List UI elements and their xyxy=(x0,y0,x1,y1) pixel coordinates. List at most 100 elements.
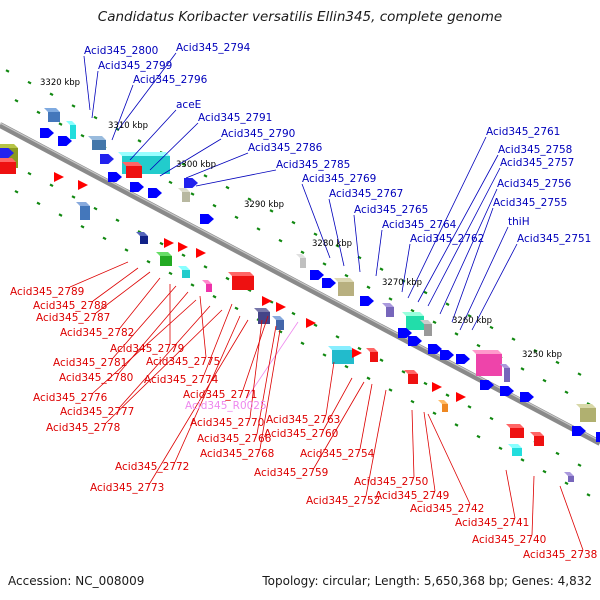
reverse-gene-label: Acid345_2777 xyxy=(60,406,134,418)
guide-dash xyxy=(520,458,525,462)
gene-triangle xyxy=(352,348,362,358)
reverse-leader-line xyxy=(199,295,207,358)
gene-arrow xyxy=(408,336,422,346)
guide-dash xyxy=(190,192,195,196)
genome-summary-text: Topology: circular; Length: 5,650,368 bp… xyxy=(262,574,592,588)
accession-text: Accession: NC_008009 xyxy=(8,574,145,588)
reverse-leader-line xyxy=(92,267,139,302)
forward-leader-line xyxy=(407,136,487,299)
forward-gene-label: Acid345_2751 xyxy=(517,233,591,245)
reverse-leader-line xyxy=(559,485,584,551)
guide-dash xyxy=(80,133,85,138)
gene-arrow xyxy=(572,426,586,436)
reverse-gene-label: Acid345_2782 xyxy=(60,327,134,339)
forward-gene-label: Acid345_2786 xyxy=(248,142,323,154)
guide-dash xyxy=(256,227,261,231)
reverse-gene-label: Acid345_2741 xyxy=(455,517,529,529)
gene-block xyxy=(76,202,90,220)
reverse-gene-label: Acid345_2781 xyxy=(53,357,127,369)
forward-gene-label: aceE xyxy=(176,99,201,111)
guide-dash xyxy=(313,232,318,236)
scale-tick-label: 3280 kbp xyxy=(312,239,352,249)
gene-block xyxy=(228,272,254,290)
forward-leader-line xyxy=(439,188,498,315)
reverse-leader-line xyxy=(149,319,249,484)
scale-tick-label: 3290 kbp xyxy=(244,200,284,210)
guide-dash xyxy=(146,259,151,264)
gene-arrow xyxy=(130,182,144,192)
reverse-gene-label: Acid345_2759 xyxy=(254,467,328,479)
reverse-leader-line xyxy=(69,261,129,288)
forward-gene-label: Acid345_2799 xyxy=(98,60,172,72)
gene-triangle xyxy=(78,180,88,190)
guide-dash xyxy=(423,290,428,295)
reverse-leader-line xyxy=(174,315,241,463)
forward-leader-line xyxy=(375,229,383,277)
guide-dash xyxy=(234,306,239,311)
guide-dash xyxy=(58,122,63,126)
forward-gene-label: Acid345_2791 xyxy=(198,112,272,124)
reverse-leader-line xyxy=(119,305,211,408)
gene-arrow xyxy=(596,432,600,442)
gene-triangle xyxy=(306,318,316,328)
guide-dash xyxy=(335,335,340,339)
guide-dash xyxy=(5,69,10,73)
label-leader-lines xyxy=(69,52,584,551)
forward-leader-line xyxy=(427,167,501,307)
guide-dash xyxy=(93,206,98,211)
guide-dash xyxy=(300,250,305,255)
guide-dash xyxy=(137,139,142,143)
gene-arrow xyxy=(108,172,122,182)
gene-arrow xyxy=(322,278,336,288)
scale-tick-label: 3250 kbp xyxy=(522,350,562,360)
guide-dash xyxy=(124,248,129,252)
reverse-gene-label: Acid345_2778 xyxy=(46,422,120,434)
guide-dash xyxy=(467,405,472,409)
gene-block xyxy=(564,472,574,482)
scale-ticks: 3320 kbp 3310 kbp 3300 kbp 3290 kbp 3280 kbp… xyxy=(40,78,562,360)
gene-block xyxy=(202,280,212,292)
guide-dash xyxy=(49,183,54,188)
gene-block xyxy=(366,348,378,362)
reverse-gene-label: Acid345_2770 xyxy=(190,417,264,429)
forward-gene-label: Acid345_2765 xyxy=(354,204,428,216)
guide-dash xyxy=(564,481,569,486)
reverse-leader-line xyxy=(203,303,233,376)
guide-dash xyxy=(36,110,41,115)
reverse-leader-line xyxy=(411,409,415,478)
reverse-leader-line xyxy=(365,389,387,497)
forward-leader-line xyxy=(471,243,518,331)
forward-leader-line xyxy=(185,152,249,179)
gene-arrow xyxy=(40,128,54,138)
reverse-leader-line xyxy=(505,469,516,519)
guide-dash xyxy=(388,297,393,301)
guide-dash xyxy=(27,171,32,176)
forward-gene-label: Acid345_2755 xyxy=(493,197,567,209)
gene-triangle xyxy=(54,172,64,182)
forward-gene-label: Acid345_2764 xyxy=(382,219,457,231)
reverse-gene-label: Acid345_2742 xyxy=(410,503,484,515)
gene-block xyxy=(272,316,284,330)
guide-dash xyxy=(93,115,98,120)
gene-block xyxy=(420,320,432,336)
gene-block xyxy=(156,252,172,266)
guide-dash xyxy=(278,238,283,243)
guide-dash xyxy=(432,320,437,325)
guide-dash xyxy=(291,220,296,225)
guide-dash xyxy=(555,360,560,365)
reverse-gene-label: Acid345_2776 xyxy=(33,392,108,404)
reverse-leader-line xyxy=(531,475,535,536)
guide-dash xyxy=(344,364,349,369)
scale-tick-label: 3270 kbp xyxy=(382,278,422,288)
guide-dash xyxy=(80,224,85,229)
guide-dash xyxy=(366,285,371,290)
gene-triangle xyxy=(432,382,442,392)
gene-arrow xyxy=(480,380,494,390)
guide-dash xyxy=(291,311,296,316)
gene-block xyxy=(0,158,16,174)
forward-leader-line xyxy=(83,55,91,111)
guide-dash xyxy=(489,325,494,330)
forward-leader-line xyxy=(195,169,277,187)
guide-dash xyxy=(410,399,415,404)
reverse-gene-label: Acid345_2766 xyxy=(197,433,272,445)
